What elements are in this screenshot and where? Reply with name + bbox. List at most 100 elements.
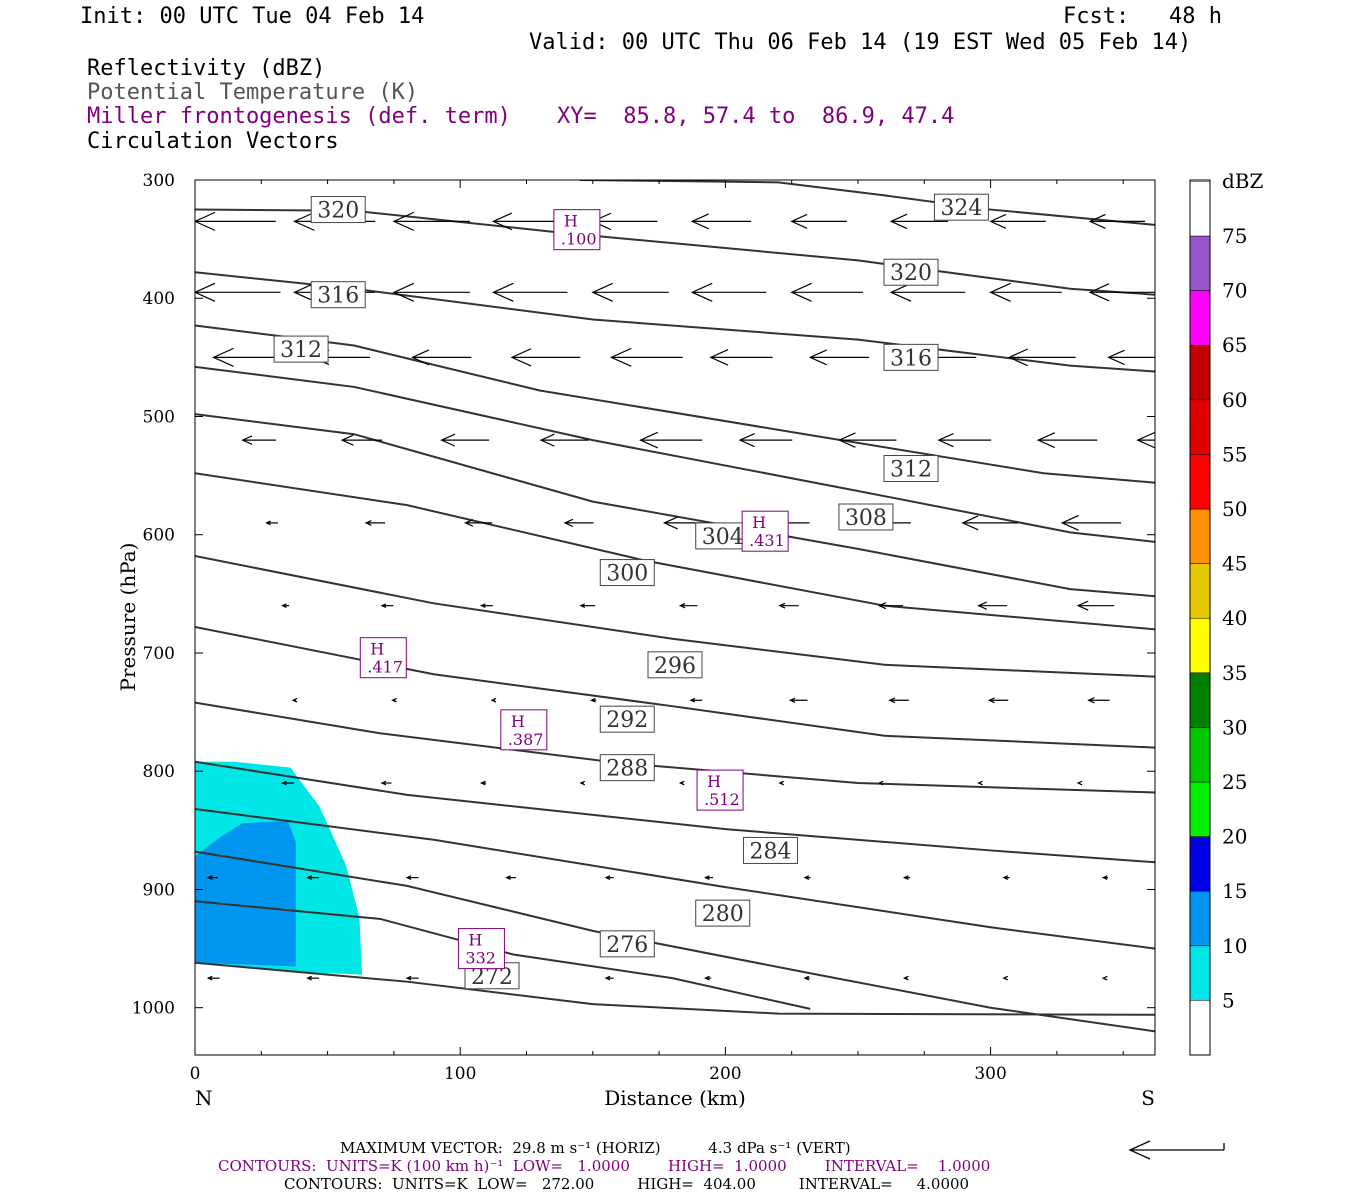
colorbar-swatch-35 <box>1189 617 1211 674</box>
colorbar-swatch-40 <box>1189 563 1211 619</box>
vector-arrow <box>1101 975 1108 981</box>
vector-arrow <box>790 213 847 229</box>
frontogenesis-high: H.431 <box>741 510 789 552</box>
theta-contour-276 <box>195 850 1155 1033</box>
theta-label-text: 320 <box>317 199 359 224</box>
theta-label-text: 300 <box>606 562 648 587</box>
vector-arrow <box>877 780 884 786</box>
field-label-theta: Potential Temperature (K) <box>87 80 419 105</box>
colorbar-swatch-25 <box>1189 727 1211 783</box>
high-value: .417 <box>367 658 403 677</box>
colorbar-level-label: 15 <box>1222 879 1247 903</box>
colorbar-level-label: 25 <box>1222 770 1247 794</box>
vector-arrow <box>410 349 472 366</box>
vector-arrow <box>1088 283 1155 302</box>
vector-arrow <box>937 433 992 448</box>
high-value: .100 <box>561 230 597 249</box>
vector-arrow <box>440 433 490 447</box>
vector-arrow <box>888 697 909 704</box>
vector-arrow <box>380 780 392 786</box>
theta-label: 288 <box>599 754 655 782</box>
theta-label-text: 276 <box>606 933 648 958</box>
reflectivity-10-region <box>195 820 296 967</box>
vector-arrow <box>206 875 218 880</box>
vector-arrow <box>690 282 767 302</box>
vector-arrow <box>392 211 470 231</box>
colorbar-frame <box>1189 179 1211 1056</box>
y-tick-label: 600 <box>143 526 175 546</box>
vector-arrow <box>987 697 1009 704</box>
high-letter: H <box>564 212 578 231</box>
vector-arrow <box>491 282 568 302</box>
colorbar-level-label: 70 <box>1222 279 1247 303</box>
vector-arrow <box>291 697 298 703</box>
colorbar-swatch-10 <box>1189 890 1211 947</box>
vector-arrow <box>340 434 383 446</box>
theta-label-text: 316 <box>317 284 359 309</box>
x-tick-label: 0 <box>190 1064 201 1084</box>
colorbar-swatch-70 <box>1189 235 1211 291</box>
theta-contour-300 <box>195 472 1155 631</box>
cross-section-endpoints: XY= 85.8, 57.4 to 86.9, 47.4 <box>557 104 955 129</box>
colorbar-swatch-75 <box>1189 181 1211 237</box>
theta-label-text: 316 <box>890 346 932 371</box>
vector-arrow <box>1036 432 1098 449</box>
y-tick-label: 900 <box>143 880 175 900</box>
high-value: .431 <box>749 531 785 550</box>
reflectivity-shading <box>195 761 363 975</box>
max-vector-arrow <box>1128 1140 1225 1160</box>
vector-arrow <box>579 603 596 609</box>
vector-arrow <box>1002 975 1009 981</box>
theta-contour-324 <box>579 180 1155 226</box>
theta-label: 324 <box>933 193 989 221</box>
theta-label: 320 <box>883 258 939 286</box>
vector-arrow <box>704 975 712 981</box>
theta-label-text: 304 <box>702 525 744 550</box>
y-axis-title: Pressure (hPa) <box>116 543 140 692</box>
frontogenesis-high: H.512 <box>696 769 744 811</box>
colorbar-level-label: 55 <box>1222 442 1247 466</box>
vector-arrow <box>591 282 669 302</box>
vector-arrow <box>738 433 793 448</box>
theta-contour-308 <box>195 365 1155 543</box>
vector-arrow <box>877 602 903 610</box>
vector-arrow <box>704 875 714 880</box>
frontogenesis-high: H.387 <box>500 709 548 751</box>
vector-arrow <box>1087 697 1110 704</box>
high-value: .387 <box>508 730 544 749</box>
valid-time: Valid: 00 UTC Thu 06 Feb 14 (19 EST Wed … <box>529 30 1192 55</box>
vector-arrow <box>405 975 419 981</box>
vector-arrow <box>961 515 1018 531</box>
vector-arrow <box>1088 213 1146 229</box>
vector-arrow <box>464 519 493 527</box>
y-tick-label: 300 <box>143 171 175 191</box>
theta-contour-312 <box>195 324 1155 484</box>
init-time: Init: 00 UTC Tue 04 Feb 14 <box>80 4 425 29</box>
x-tick-label: 200 <box>709 1064 741 1084</box>
vector-arrow <box>808 349 870 366</box>
theta-label-text: 312 <box>890 458 932 483</box>
vector-arrow <box>678 780 685 786</box>
axes: 0 100 200 300 300 400 500 600 700 800 900 1000 <box>132 171 1155 1084</box>
vector-arrow <box>604 875 614 880</box>
high-letter: H <box>468 931 482 950</box>
colorbar-swatch-55 <box>1189 399 1211 455</box>
colorbar-level-label: 75 <box>1222 224 1247 248</box>
colorbar-swatch-15 <box>1189 836 1211 892</box>
theta-contour-272 <box>195 900 811 1010</box>
colorbar-title: dBZ <box>1222 169 1264 193</box>
theta-label: 280 <box>695 899 751 927</box>
frontogenesis-high: H.417 <box>359 637 407 679</box>
colorbar-swatch-5 <box>1189 945 1211 1001</box>
vector-arrow <box>1136 431 1155 449</box>
vector-arrow <box>491 212 560 231</box>
theta-contour-labels: 3243203203163163123123083043002962922882… <box>273 193 989 990</box>
vector-arrow <box>281 603 290 609</box>
theta-contour-280 <box>195 808 1155 950</box>
colorbar-level-label: 10 <box>1222 934 1247 958</box>
colorbar-level-label: 50 <box>1222 497 1247 521</box>
vector-arrow <box>690 213 752 230</box>
vector-arrow <box>510 348 581 367</box>
